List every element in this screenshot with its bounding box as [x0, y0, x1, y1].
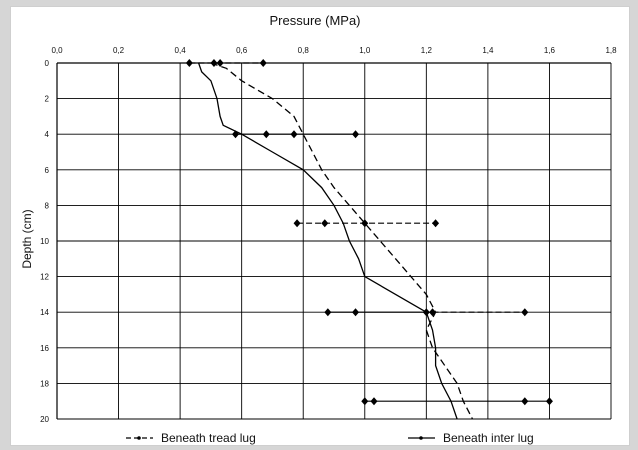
y-tick-label: 4	[45, 130, 50, 139]
x-tick-label: 0,6	[236, 46, 248, 55]
data-marker-inter	[232, 130, 240, 139]
legend-marker-inter	[419, 436, 423, 440]
x-tick-label: 0,4	[175, 46, 187, 55]
data-marker-inter	[521, 397, 529, 406]
series-line-inter	[197, 62, 458, 420]
data-marker-inter	[262, 130, 270, 139]
x-tick-label: 0,0	[51, 46, 63, 55]
data-marker-tread	[521, 308, 529, 317]
data-marker-tread	[432, 219, 440, 228]
data-marker-inter	[361, 397, 369, 406]
x-tick-label: 1,6	[544, 46, 556, 55]
x-tick-label: 1,4	[482, 46, 494, 55]
y-tick-label: 0	[45, 59, 50, 68]
data-marker-inter	[290, 130, 298, 139]
data-marker-inter	[370, 397, 378, 406]
data-marker-inter	[545, 397, 553, 406]
grid	[56, 62, 612, 420]
data-marker-tread	[321, 219, 329, 228]
y-axis-label: Depth (cm)	[20, 209, 34, 268]
data-marker-inter	[352, 308, 360, 317]
y-tick-label: 14	[40, 308, 49, 317]
x-tick-label: 1,2	[421, 46, 433, 55]
y-tick-label: 10	[40, 237, 49, 246]
y-tick-label: 2	[45, 95, 50, 104]
legend-marker-tread	[137, 436, 141, 440]
chart-area: Pressure (MPa) Depth (cm) 0,0 0,2 0,4 0,6 0,…	[10, 6, 630, 446]
chart-title: Pressure (MPa)	[269, 13, 360, 28]
pressure-depth-chart: Pressure (MPa) Depth (cm) 0,0 0,2 0,4 0,6 0,…	[20, 13, 617, 445]
y-tick-label: 8	[45, 201, 50, 210]
series-layer	[185, 59, 553, 420]
y-tick-labels: 0 2 4 6 8 10 12 14 16 18 20	[40, 59, 49, 424]
data-marker-inter	[422, 308, 430, 317]
x-tick-label: 0,8	[298, 46, 310, 55]
x-tick-label: 0,2	[113, 46, 125, 55]
data-marker-inter	[324, 308, 332, 317]
data-marker-tread	[210, 59, 218, 67]
legend: Beneath tread lug Beneath inter lug	[126, 431, 534, 445]
data-marker-tread	[216, 59, 224, 67]
y-tick-label: 18	[40, 379, 49, 388]
data-marker-tread	[185, 59, 193, 67]
x-tick-label: 1,8	[605, 46, 617, 55]
y-tick-label: 16	[40, 344, 49, 353]
data-marker-tread	[428, 308, 436, 317]
y-tick-label: 6	[45, 166, 50, 175]
data-marker-inter	[352, 130, 360, 139]
y-tick-label: 20	[40, 415, 49, 424]
data-marker-tread	[361, 219, 369, 228]
y-tick-label: 12	[40, 273, 49, 282]
data-marker-tread	[293, 219, 301, 228]
x-tick-labels: 0,0 0,2 0,4 0,6 0,8 1,0 1,2 1,4 1,6 1,8	[51, 46, 617, 55]
x-tick-label: 1,0	[359, 46, 371, 55]
data-marker-tread	[259, 59, 267, 67]
legend-label-inter: Beneath inter lug	[443, 431, 534, 445]
legend-label-tread: Beneath tread lug	[161, 431, 256, 445]
